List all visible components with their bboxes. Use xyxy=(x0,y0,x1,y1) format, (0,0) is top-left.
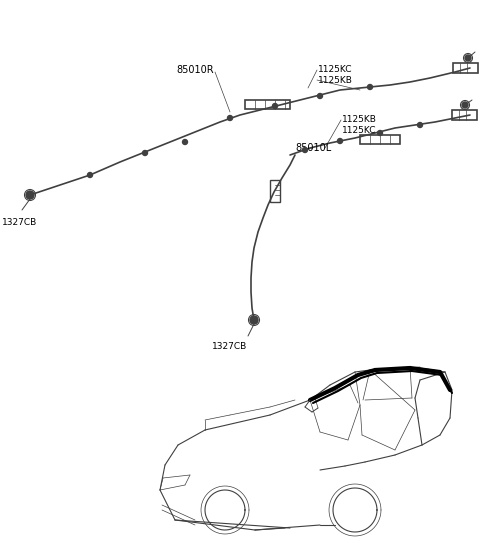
Circle shape xyxy=(273,103,277,108)
Circle shape xyxy=(143,151,147,156)
Circle shape xyxy=(302,147,308,152)
Circle shape xyxy=(317,93,323,98)
Circle shape xyxy=(26,191,34,199)
Circle shape xyxy=(87,172,93,177)
Bar xyxy=(453,63,478,73)
Text: 85010L: 85010L xyxy=(295,143,331,153)
Text: 1125KC: 1125KC xyxy=(342,126,376,135)
Bar xyxy=(452,110,477,120)
Circle shape xyxy=(462,102,468,108)
Circle shape xyxy=(337,138,343,143)
Circle shape xyxy=(377,131,383,136)
Bar xyxy=(360,135,400,144)
Text: 1327CB: 1327CB xyxy=(2,218,37,227)
Circle shape xyxy=(228,116,232,121)
Circle shape xyxy=(250,316,258,324)
Circle shape xyxy=(368,85,372,90)
Text: 1327CB: 1327CB xyxy=(212,342,248,351)
Bar xyxy=(245,100,290,109)
Text: 85010R: 85010R xyxy=(176,65,214,75)
Bar xyxy=(270,180,280,202)
Circle shape xyxy=(418,122,422,127)
Circle shape xyxy=(182,140,188,145)
Text: 1125KC: 1125KC xyxy=(318,65,352,74)
Circle shape xyxy=(465,55,471,61)
Text: 1125KB: 1125KB xyxy=(342,115,377,124)
Text: 1125KB: 1125KB xyxy=(318,76,353,85)
